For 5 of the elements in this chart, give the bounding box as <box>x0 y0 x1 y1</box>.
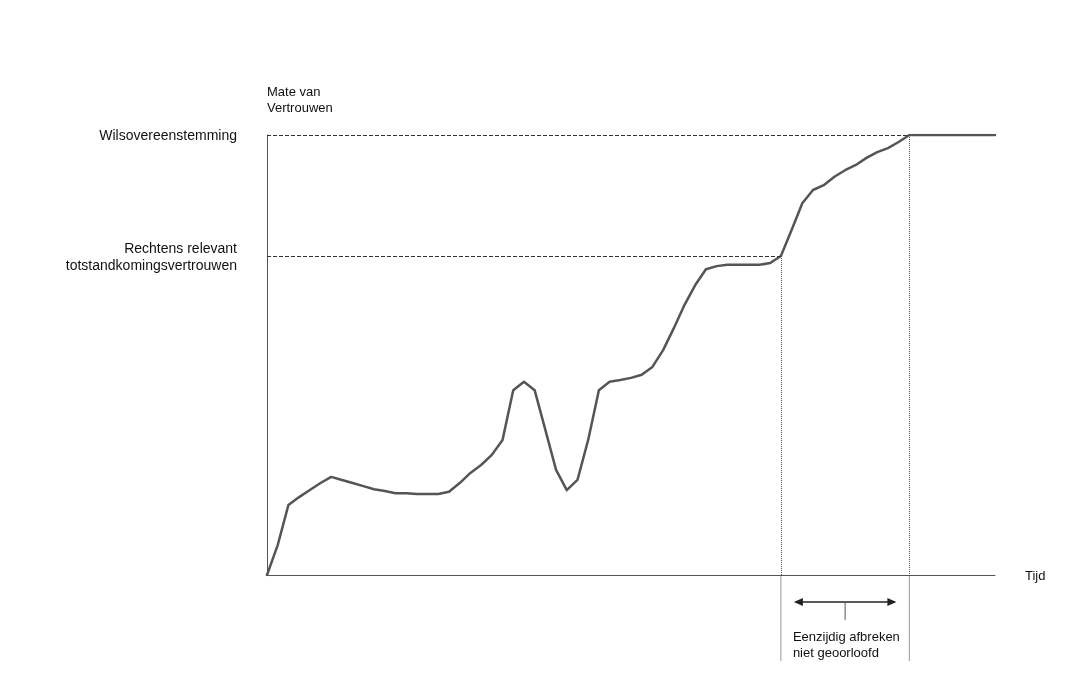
x-axis-title: Tijd <box>1025 567 1046 583</box>
ref-line-label: Wilsovereenstemming <box>99 127 237 143</box>
y-axis-title: Mate van Vertrouwen <box>267 83 333 115</box>
text: Eenzijdig afbreken niet geoorloofd <box>792 628 900 660</box>
ref-line-label: Rechtens relevant totstandkomingsvertrouwen <box>65 239 238 273</box>
